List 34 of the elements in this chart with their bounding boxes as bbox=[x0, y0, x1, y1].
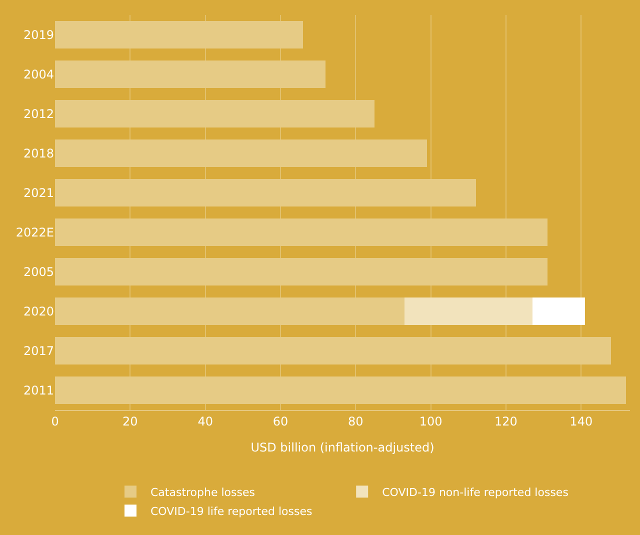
x-tick-label: 0 bbox=[51, 414, 59, 428]
bar bbox=[55, 336, 612, 365]
x-tick-label: 100 bbox=[419, 414, 442, 428]
bar bbox=[55, 139, 428, 168]
bar bbox=[55, 376, 626, 404]
bar bbox=[532, 297, 585, 326]
bar bbox=[55, 297, 405, 326]
y-tick-label: 2017 bbox=[23, 344, 54, 358]
x-tick-label: 120 bbox=[494, 414, 518, 428]
legend-label: COVID-19 non-life reported losses bbox=[382, 486, 569, 499]
x-tick-label: 40 bbox=[198, 414, 213, 428]
y-tick-label: 2022E bbox=[16, 225, 54, 240]
bar bbox=[404, 297, 532, 326]
bar bbox=[55, 20, 304, 49]
legend-label: COVID-19 life reported losses bbox=[150, 504, 312, 518]
y-tick-label: 2020 bbox=[23, 304, 54, 318]
bar bbox=[55, 60, 326, 88]
y-tick-label: 2005 bbox=[23, 264, 54, 279]
y-tick-label: 2004 bbox=[23, 67, 54, 82]
y-tick-label: 2011 bbox=[23, 383, 54, 398]
x-tick-label: 60 bbox=[272, 414, 288, 428]
bar bbox=[55, 100, 374, 128]
y-tick-label: 2019 bbox=[23, 28, 54, 42]
bar bbox=[55, 218, 548, 246]
x-tick-label: 140 bbox=[570, 414, 593, 428]
bar bbox=[55, 258, 548, 286]
x-axis-title: USD billion (inflation-adjusted) bbox=[250, 440, 434, 454]
bar bbox=[55, 178, 476, 207]
x-tick-label: 20 bbox=[122, 414, 138, 428]
y-tick-label: 2021 bbox=[23, 186, 54, 200]
y-tick-label: 2018 bbox=[23, 146, 54, 160]
x-tick-label: 80 bbox=[348, 414, 364, 428]
legend-label: Catastrophe losses bbox=[150, 486, 256, 499]
y-tick-label: 2012 bbox=[23, 106, 54, 121]
